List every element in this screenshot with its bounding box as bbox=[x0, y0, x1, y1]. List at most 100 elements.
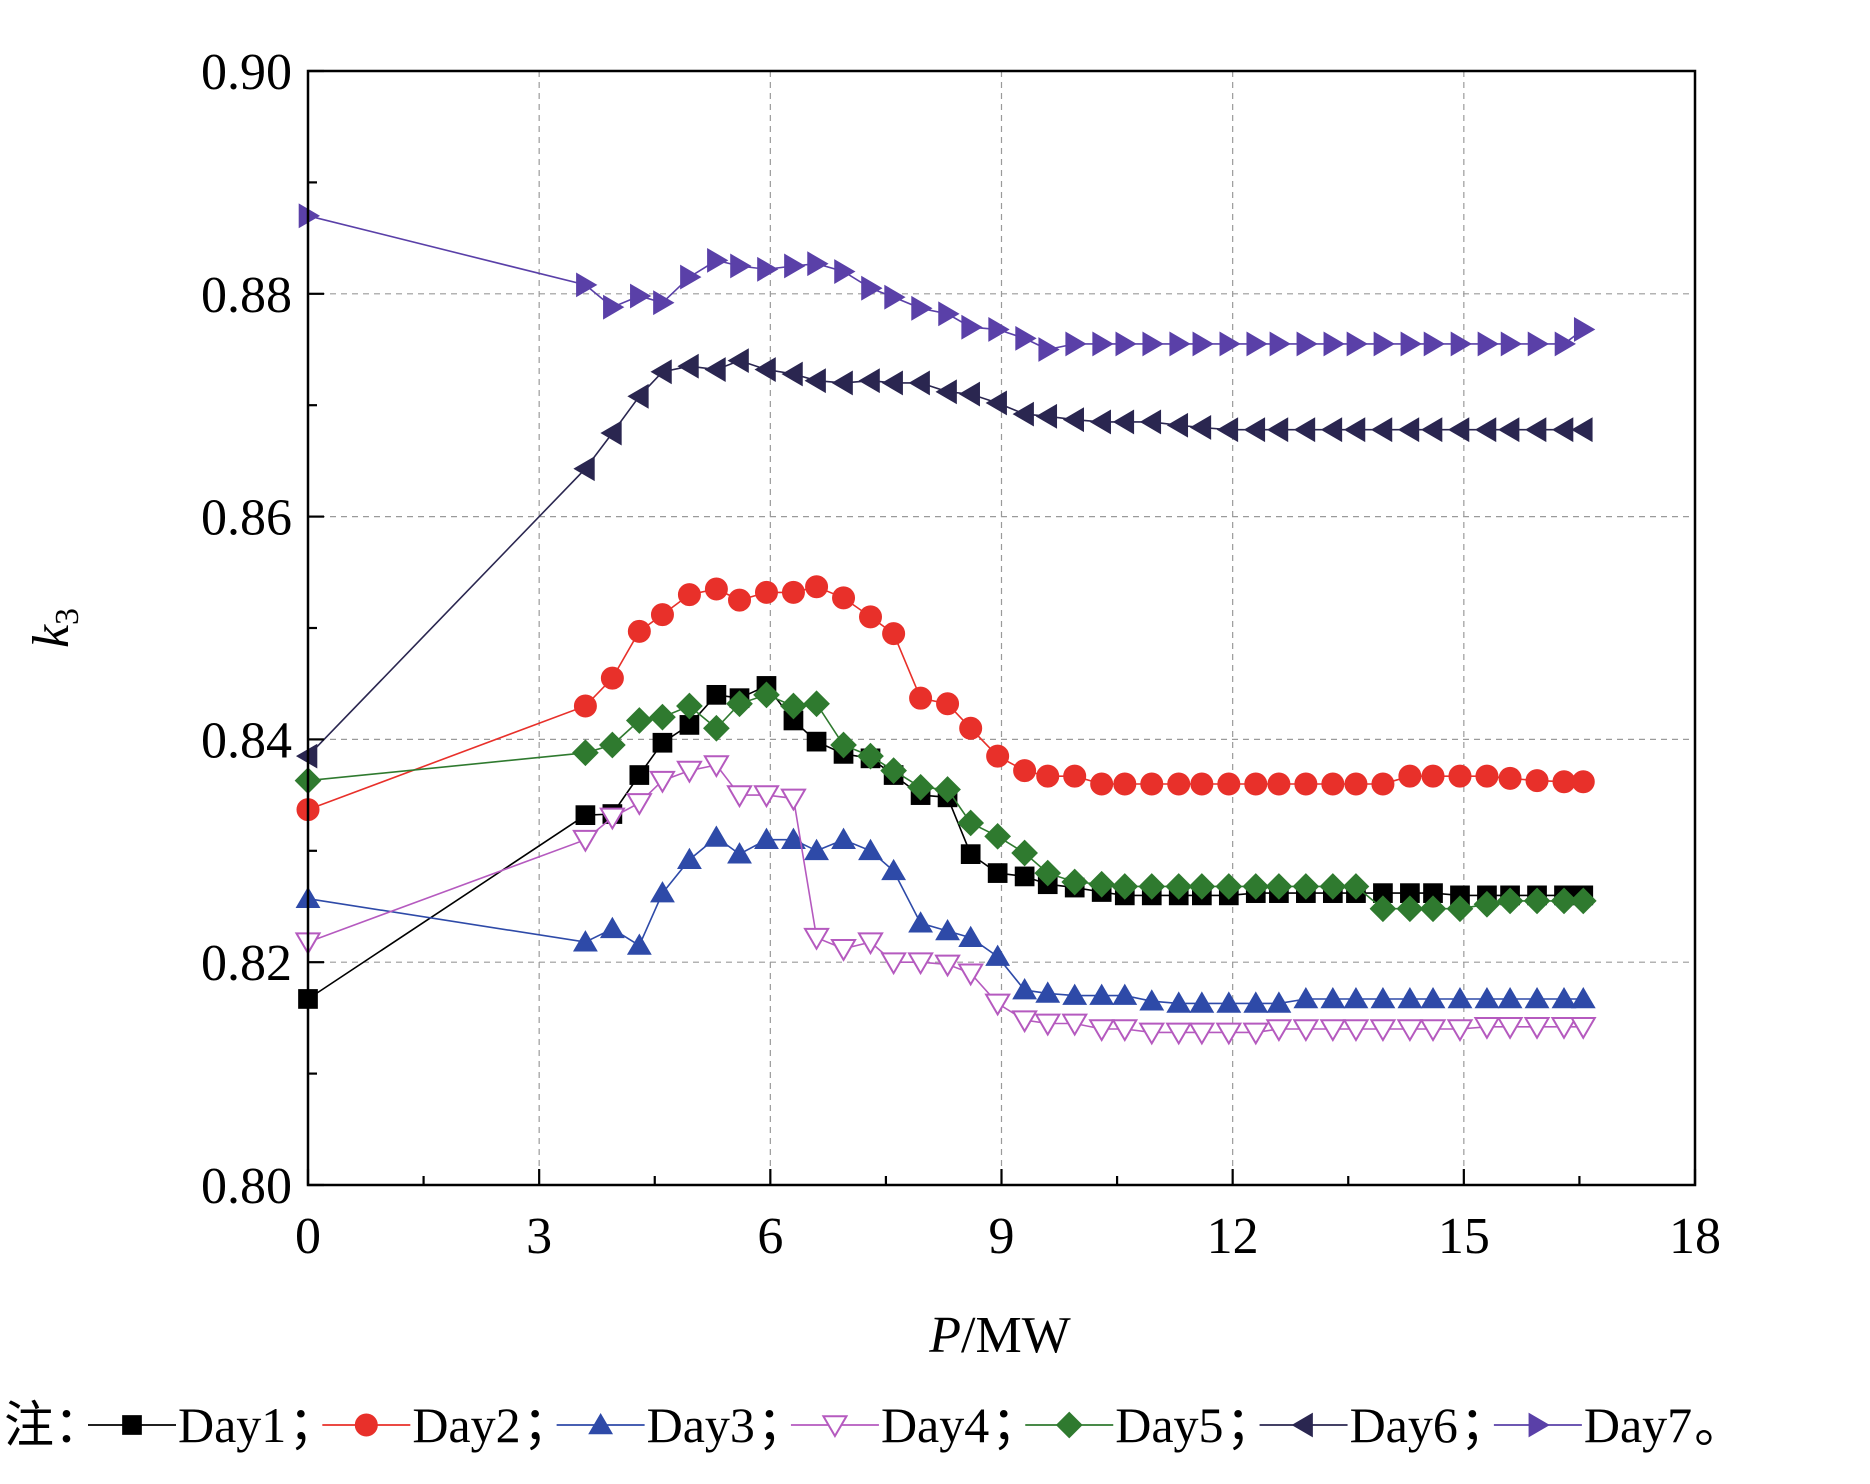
data-point-day7 bbox=[1423, 331, 1446, 357]
data-point-day7 bbox=[1500, 331, 1523, 357]
y-tick-label: 0.84 bbox=[201, 712, 292, 769]
series-day6 bbox=[296, 348, 1593, 769]
data-point-day5 bbox=[1369, 895, 1397, 923]
data-point-day4 bbox=[880, 952, 907, 976]
data-point-day4 bbox=[1473, 1017, 1501, 1040]
data-point-day6 bbox=[1552, 417, 1574, 443]
data-point-day5 bbox=[1523, 887, 1551, 915]
data-point-day7 bbox=[1015, 325, 1037, 351]
legend-item-day3: Day3； bbox=[556, 1397, 807, 1453]
data-point-day5 bbox=[676, 692, 703, 720]
data-point-day5 bbox=[1215, 873, 1243, 900]
data-point-day7 bbox=[757, 256, 779, 282]
data-point-day3 bbox=[881, 858, 907, 881]
data-point-day7 bbox=[988, 317, 1010, 342]
data-point-day7 bbox=[834, 259, 856, 284]
data-point-day7 bbox=[1092, 331, 1114, 357]
data-point-day5 bbox=[625, 707, 653, 734]
x-tick-label: 3 bbox=[526, 1208, 552, 1265]
data-point-day7 bbox=[680, 264, 702, 290]
legend-label-day1: Day1 bbox=[178, 1397, 286, 1453]
data-point-day7 bbox=[1527, 331, 1550, 357]
data-point-day1 bbox=[960, 844, 981, 864]
data-point-day4 bbox=[780, 788, 807, 812]
series-line-day1 bbox=[307, 684, 1584, 1000]
legend-item-day7: Day7。 bbox=[1493, 1397, 1744, 1453]
data-point-day6 bbox=[600, 420, 622, 446]
data-point-day3 bbox=[650, 881, 675, 903]
legend-label-day2: Day2 bbox=[412, 1397, 520, 1453]
data-point-day2 bbox=[882, 622, 906, 646]
data-point-day3 bbox=[1139, 989, 1165, 1011]
data-point-day2 bbox=[1525, 769, 1549, 793]
series-day3 bbox=[295, 825, 1596, 1013]
data-point-day2 bbox=[1013, 759, 1037, 783]
x-axis-label: P/MW bbox=[928, 1307, 1071, 1364]
data-point-day2 bbox=[1571, 770, 1595, 794]
data-point-day2 bbox=[1344, 772, 1368, 796]
data-point-day5 bbox=[957, 809, 985, 837]
data-point-day3 bbox=[1012, 978, 1038, 1000]
data-point-day6 bbox=[1293, 417, 1316, 443]
data-point-day3 bbox=[1112, 983, 1138, 1005]
data-point-day6 bbox=[1216, 417, 1239, 443]
data-point-day6 bbox=[1166, 412, 1189, 438]
data-point-day7 bbox=[807, 251, 829, 277]
data-point-day7 bbox=[653, 290, 675, 316]
data-point-day5 bbox=[1088, 870, 1116, 898]
data-point-day5 bbox=[1138, 873, 1166, 900]
data-point-day7 bbox=[961, 314, 983, 340]
data-point-day5 bbox=[1265, 873, 1293, 900]
data-point-day7 bbox=[1346, 331, 1368, 357]
data-point-day4 bbox=[1396, 1019, 1424, 1043]
data-point-day3 bbox=[1089, 983, 1115, 1005]
data-point-day6 bbox=[677, 353, 699, 379]
data-point-day7 bbox=[884, 284, 906, 310]
data-point-day5 bbox=[1061, 868, 1089, 896]
data-point-day3 bbox=[1293, 986, 1319, 1009]
data-point-day4 bbox=[1369, 1019, 1397, 1043]
data-point-day4 bbox=[857, 932, 884, 956]
data-point-day4 bbox=[1242, 1022, 1270, 1046]
data-point-day2 bbox=[859, 605, 883, 629]
data-point-day3 bbox=[626, 933, 652, 955]
data-point-day5 bbox=[1446, 895, 1474, 923]
data-point-day6 bbox=[1035, 403, 1058, 429]
data-point-day5 bbox=[649, 703, 676, 731]
data-point-day1 bbox=[629, 765, 650, 785]
data-point-day2 bbox=[1090, 772, 1114, 796]
data-point-day3 bbox=[677, 847, 702, 870]
data-point-day6 bbox=[908, 370, 930, 396]
x-tick-label: 12 bbox=[1207, 1208, 1259, 1265]
data-point-day3 bbox=[1570, 986, 1596, 1009]
data-point-day7 bbox=[1477, 331, 1499, 357]
data-point-day6 bbox=[1525, 417, 1547, 443]
data-point-day3 bbox=[1397, 986, 1423, 1009]
data-point-day5 bbox=[907, 773, 934, 801]
data-point-day2 bbox=[1190, 772, 1214, 796]
data-point-day4 bbox=[1265, 1019, 1293, 1043]
data-point-day1 bbox=[706, 684, 727, 705]
data-point-day7 bbox=[784, 253, 806, 279]
legend: 注： Day1； Day2； Day3； Day4； Day5； Day6； Day7。 bbox=[4, 1397, 1744, 1453]
data-point-day6 bbox=[1571, 417, 1593, 443]
data-point-day6 bbox=[958, 381, 980, 407]
data-point-day3 bbox=[1320, 986, 1346, 1009]
data-point-day2 bbox=[1244, 772, 1268, 796]
y-tick-label: 0.88 bbox=[201, 267, 292, 324]
data-point-day2 bbox=[573, 694, 597, 718]
data-point-day6 bbox=[1320, 417, 1343, 443]
data-point-day6 bbox=[1370, 417, 1393, 443]
data-point-day3 bbox=[935, 919, 960, 941]
data-point-day1 bbox=[1014, 866, 1035, 887]
data-point-day7 bbox=[1400, 331, 1422, 357]
data-point-day4 bbox=[1011, 1010, 1038, 1034]
data-point-day2 bbox=[677, 583, 701, 607]
legend-terminator: 。 bbox=[1694, 1397, 1744, 1453]
data-point-day6 bbox=[804, 368, 826, 394]
legend-item-day5: Day5； bbox=[1025, 1397, 1276, 1453]
data-point-day2 bbox=[781, 580, 805, 604]
data-point-day6 bbox=[1089, 409, 1111, 435]
data-point-day7 bbox=[1115, 331, 1137, 357]
